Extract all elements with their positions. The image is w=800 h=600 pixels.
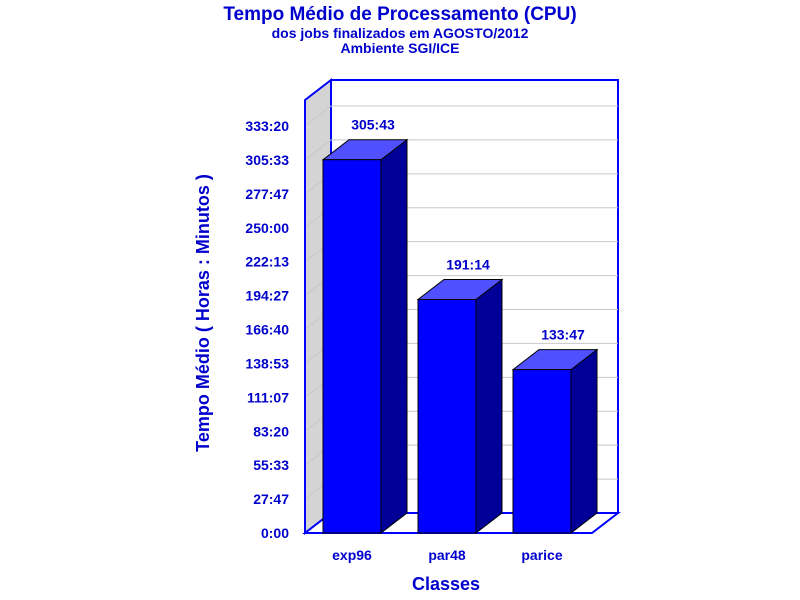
gridline-wall: [304, 105, 332, 127]
bar-front: [417, 299, 477, 534]
y-tick-label: 27:47: [253, 491, 289, 507]
gridline-wall: [304, 139, 332, 161]
y-tick-label: 277:47: [245, 186, 289, 202]
chart-subtitle-1: dos jobs finalizados em AGOSTO/2012: [272, 25, 529, 41]
bar-side: [570, 348, 598, 535]
y-tick-label: 166:40: [245, 322, 289, 338]
bar: [416, 278, 504, 535]
x-tick-label: exp96: [332, 547, 372, 563]
data-label: 133:47: [541, 327, 585, 343]
bar: [321, 138, 409, 535]
chart-subtitle-2: Ambiente SGI/ICE: [340, 40, 459, 56]
y-tick-label: 0:00: [261, 525, 289, 541]
y-tick-label: 111:07: [247, 389, 289, 405]
data-label: 191:14: [446, 257, 490, 273]
chart-title: Tempo Médio de Processamento (CPU): [223, 4, 576, 25]
bar-side: [380, 138, 408, 535]
y-tick-label: 222:13: [245, 254, 289, 270]
y-tick-label: 138:53: [245, 355, 289, 371]
y-tick-label: 194:27: [245, 288, 289, 304]
y-tick-label: 305:33: [245, 152, 289, 168]
x-tick-label: parice: [521, 547, 562, 563]
y-tick-labels: 0:00 27:47 55:33 83:20 111:07 138:53 166:40 194…: [245, 118, 289, 541]
x-axis-label: Classes: [412, 574, 480, 594]
bar-front: [322, 159, 382, 534]
bar: [511, 348, 599, 535]
y-axis-label: Tempo Médio ( Horas : Minutos ): [193, 174, 213, 452]
data-labels: 305:43 191:14 133:47: [351, 117, 585, 343]
y-tick-label: 55:33: [253, 457, 289, 473]
bars: [321, 138, 599, 535]
y-tick-label: 333:20: [245, 118, 289, 134]
x-tick-label: par48: [428, 547, 466, 563]
x-tick-labels: exp96 par48 parice: [332, 547, 563, 563]
y-tick-label: 83:20: [253, 423, 289, 439]
bar-side: [475, 278, 503, 535]
y-tick-label: 250:00: [245, 220, 289, 236]
data-label: 305:43: [351, 117, 395, 133]
bar-front: [512, 369, 572, 534]
